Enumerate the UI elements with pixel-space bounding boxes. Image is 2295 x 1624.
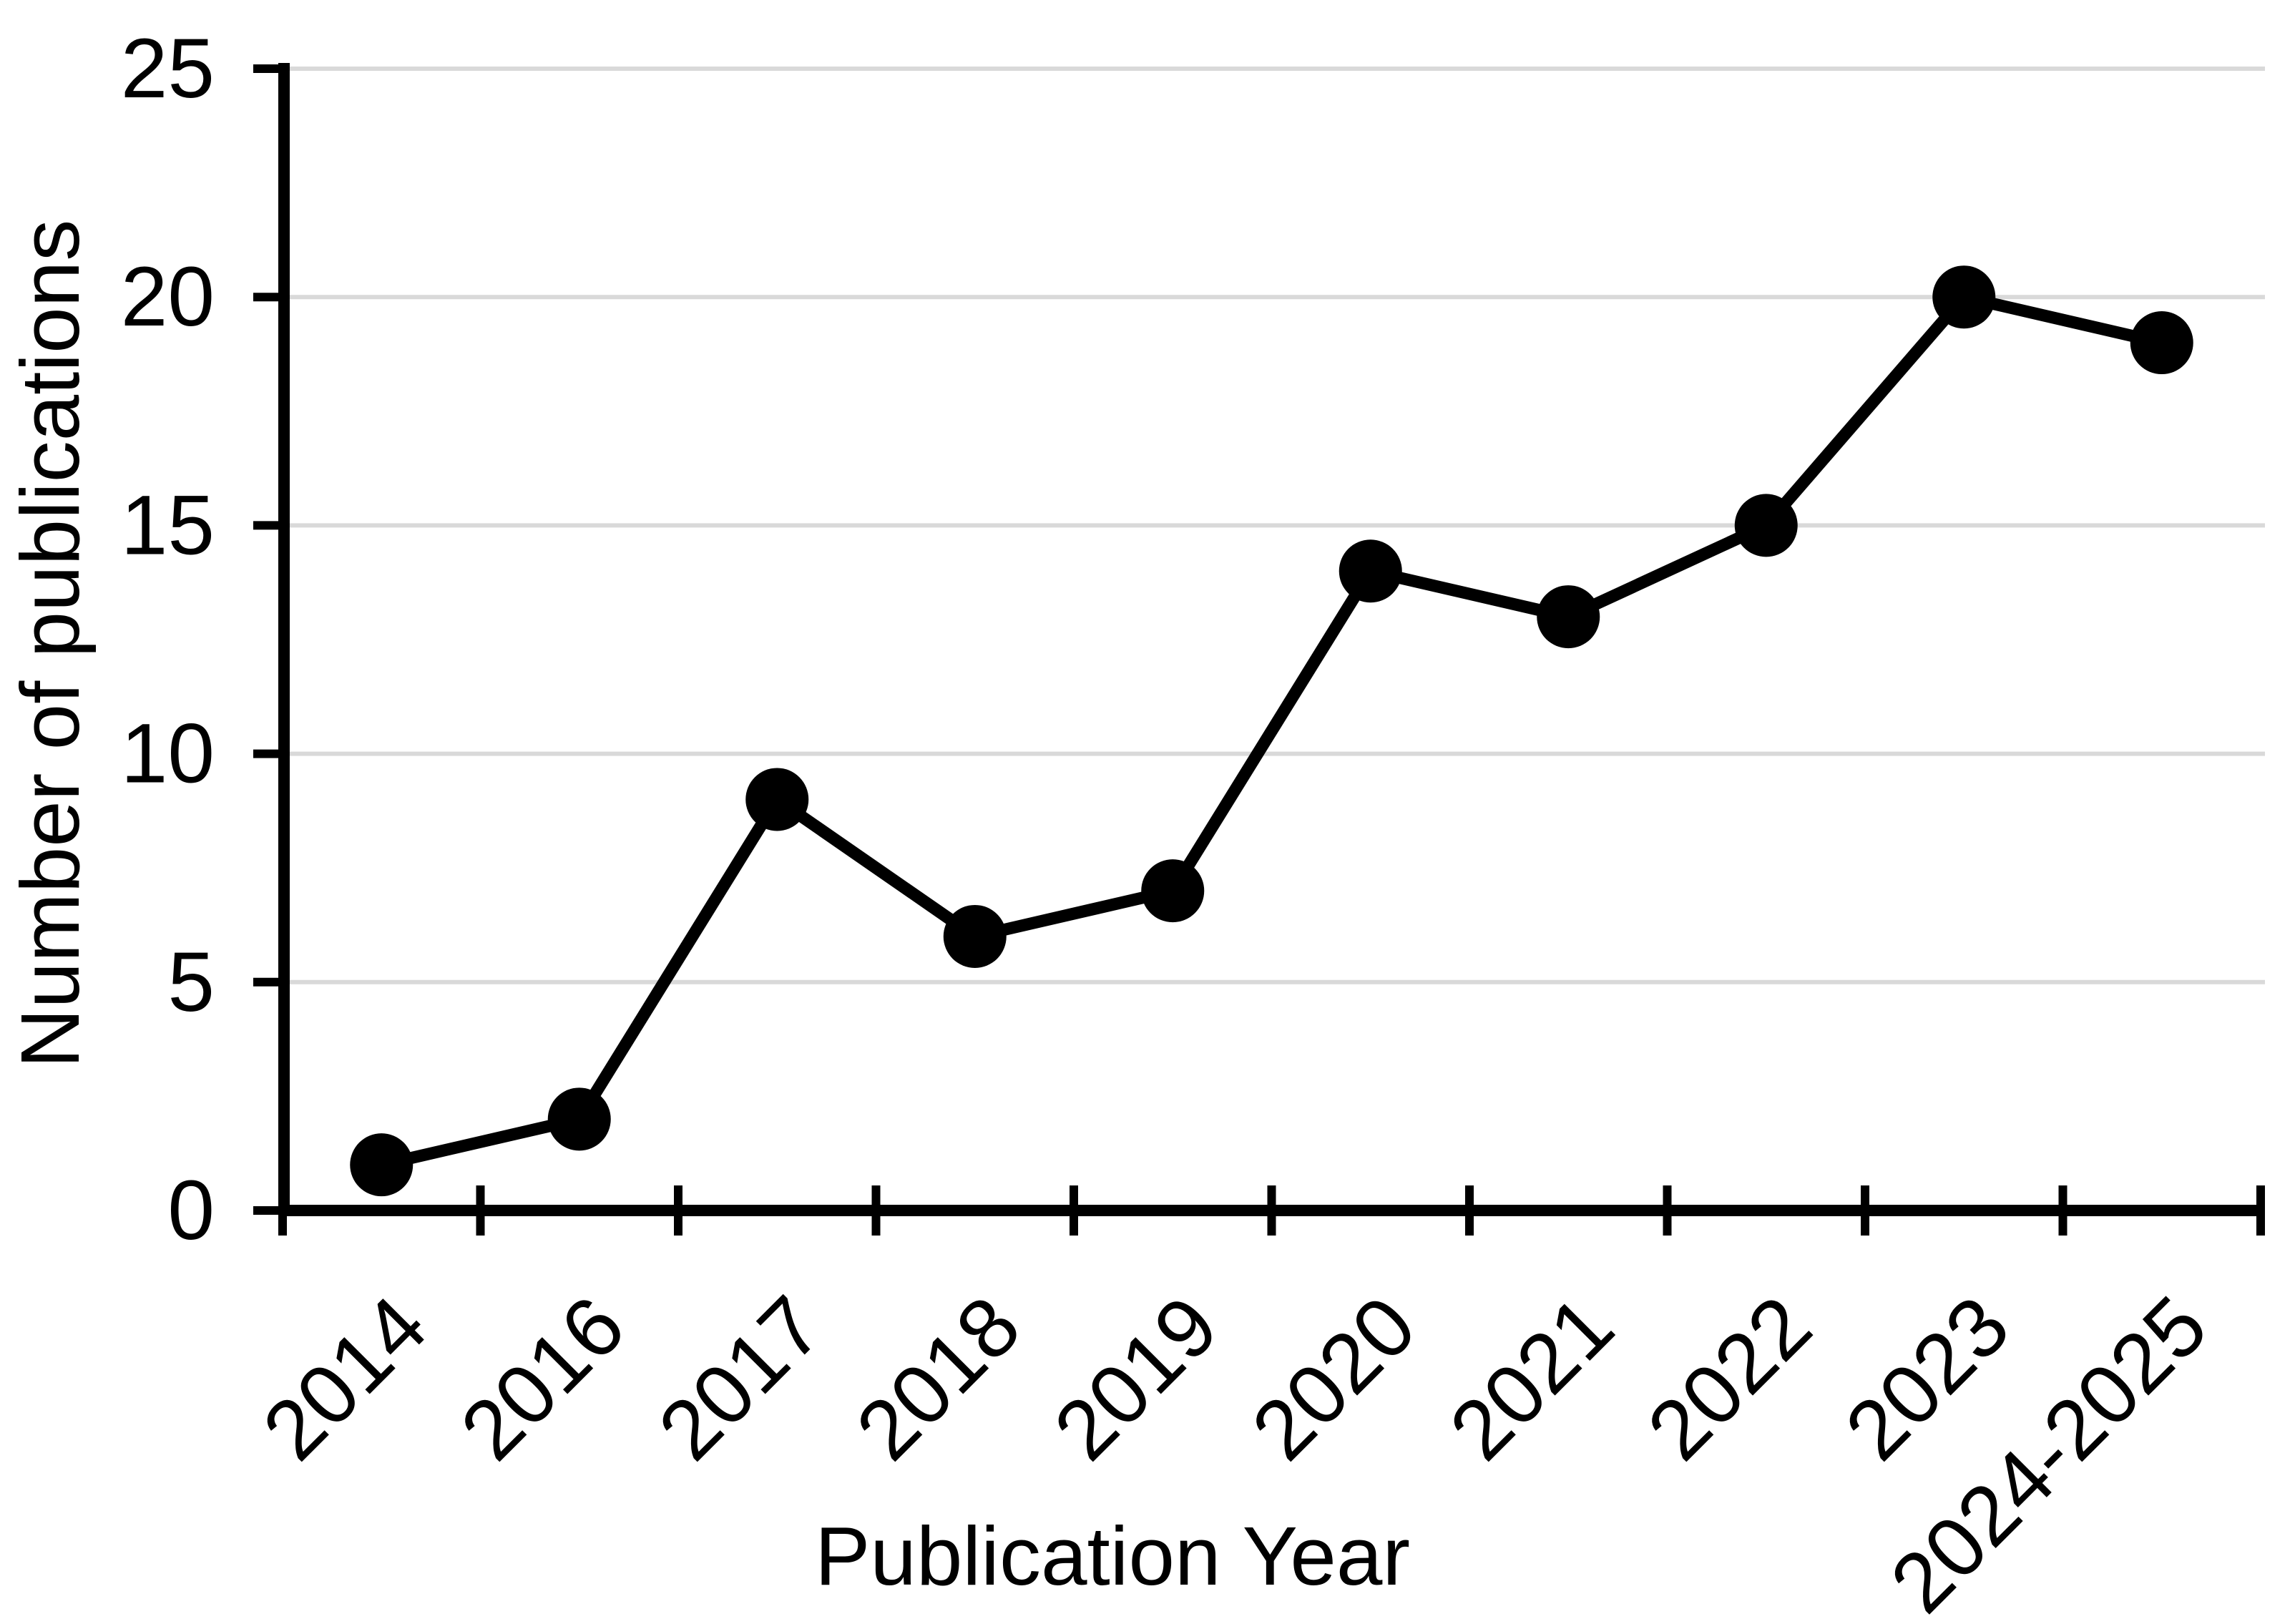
y-tick-labels-group: 0 5 10 15 20 25 xyxy=(121,21,215,1258)
x-tick-label: 2018 xyxy=(838,1278,1038,1478)
axes-group xyxy=(278,63,2265,1216)
data-point-marker xyxy=(350,1133,414,1197)
x-tick-label: 2019 xyxy=(1037,1278,1236,1478)
x-axis-title: Publication Year xyxy=(815,1510,1410,1603)
data-point-marker xyxy=(1932,265,1996,329)
x-tick-label: 2021 xyxy=(1432,1278,1632,1478)
y-tick-label: 10 xyxy=(121,707,215,801)
y-tick-label: 20 xyxy=(121,250,215,344)
x-tick-label: 2014 xyxy=(245,1278,445,1478)
x-tick-label: 2017 xyxy=(641,1278,841,1478)
data-point-marker xyxy=(2130,311,2193,375)
data-markers-group xyxy=(350,265,2193,1197)
data-point-marker xyxy=(1339,539,1402,603)
y-tick-label: 0 xyxy=(167,1163,215,1258)
data-point-marker xyxy=(1537,585,1600,649)
y-tick-label: 25 xyxy=(121,21,215,116)
data-point-marker xyxy=(547,1087,611,1151)
data-point-marker xyxy=(1734,494,1798,557)
y-axis-title: Number of publications xyxy=(4,220,97,1068)
data-point-marker xyxy=(1141,859,1205,923)
ticks-group xyxy=(253,64,2265,1236)
data-point-marker xyxy=(943,904,1007,968)
x-tick-label: 2022 xyxy=(1630,1278,1829,1478)
data-series-line xyxy=(380,290,2163,1171)
x-tick-label: 2016 xyxy=(443,1278,642,1478)
data-point-marker xyxy=(745,768,809,831)
gridlines-group xyxy=(284,67,2265,984)
x-tick-label: 2020 xyxy=(1234,1278,1434,1478)
data-series-group xyxy=(380,290,2163,1171)
y-tick-label: 15 xyxy=(121,478,215,572)
y-tick-label: 5 xyxy=(167,935,215,1029)
